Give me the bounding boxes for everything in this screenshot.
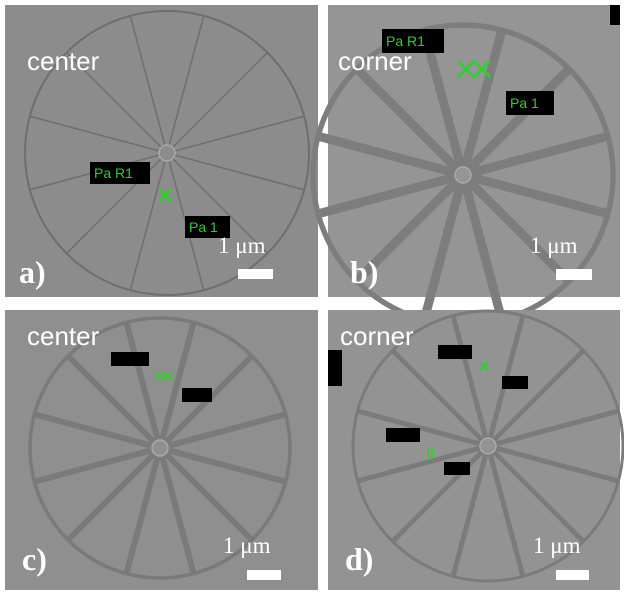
panel-d: corner 1 μm d) [328, 310, 623, 590]
panel-c: center 1 μm c) [5, 310, 318, 590]
view-label: center [27, 321, 100, 351]
artifact [328, 350, 342, 386]
marker-box [386, 428, 420, 442]
panel-label: a) [19, 254, 46, 290]
scale-label: 1 μm [533, 533, 581, 558]
panel-a: center Pa R1 Pa 1 1 μm a) [5, 5, 318, 297]
view-label: corner [340, 321, 414, 351]
scale-bar [247, 570, 281, 580]
marker-box [502, 376, 528, 389]
marker-box [444, 462, 470, 475]
panel-label: b) [350, 254, 378, 290]
scale-bar [238, 269, 273, 279]
scale-bar [556, 269, 592, 280]
figure: center Pa R1 Pa 1 1 μm a) corner Pa R1 P… [0, 0, 624, 594]
panel-b: corner Pa R1 Pa 1 1 μm b) [313, 5, 620, 325]
scale-label: 1 μm [223, 533, 271, 558]
scale-bar [556, 570, 589, 580]
panel-label: c) [22, 541, 47, 577]
scale-label: 1 μm [218, 233, 266, 258]
marker-box [111, 352, 149, 366]
scale-label: 1 μm [530, 233, 578, 258]
marker-label: Pa 1 [510, 95, 539, 111]
marker-label: Pa 1 [189, 219, 218, 235]
marker-box [438, 345, 472, 359]
marker-label: Pa R1 [94, 165, 133, 181]
marker-label: Pa R1 [386, 33, 425, 49]
image-background [5, 310, 318, 590]
view-label: center [27, 46, 100, 76]
artifact [610, 5, 620, 25]
marker-box [182, 388, 212, 402]
panel-label: d) [345, 541, 373, 577]
